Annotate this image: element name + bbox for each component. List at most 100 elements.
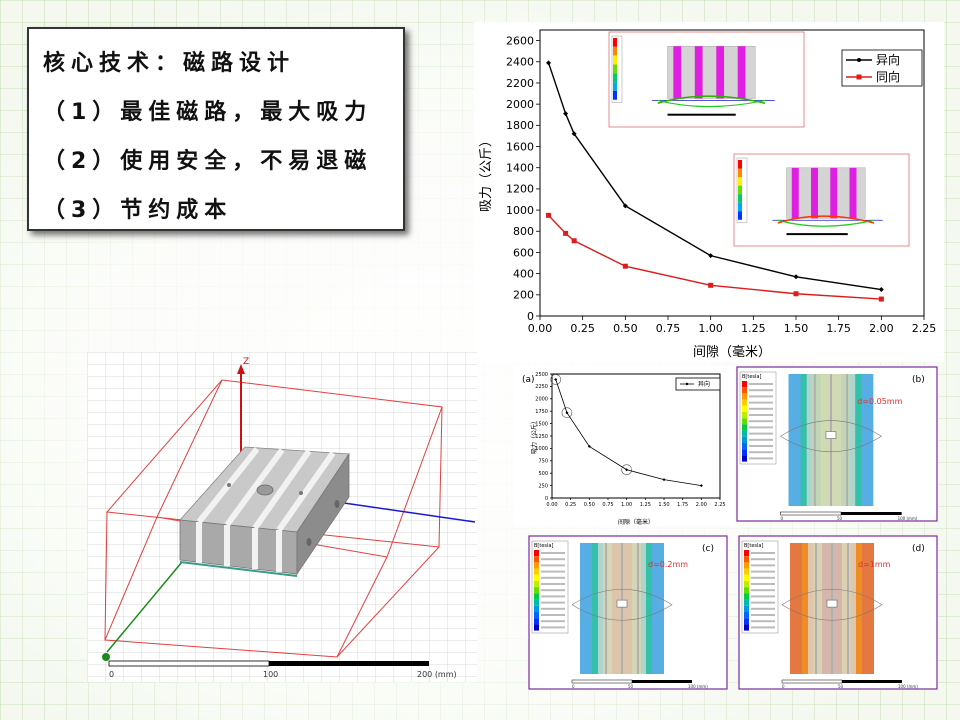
field-legend-value bbox=[751, 595, 775, 598]
inset-pole bbox=[673, 46, 682, 99]
field-legend-value bbox=[749, 401, 773, 404]
model-scale-0: 0 bbox=[109, 670, 114, 679]
field-legend-swatch bbox=[744, 562, 749, 569]
data-point bbox=[662, 478, 666, 482]
y-tick-label: 0 bbox=[545, 496, 548, 502]
inset-legend-swatch bbox=[738, 194, 742, 203]
main-chart-panel: 0.00 0.25 0.50 0.75 1.00 1.25 1.50 1.75 2.00 2.25… bbox=[474, 22, 944, 362]
field-panel-b: B[tesla] (b) d=0.05mm 0 50 100 (mm) bbox=[736, 366, 938, 522]
data-point bbox=[622, 203, 628, 209]
field-legend-value bbox=[751, 626, 775, 629]
data-point bbox=[793, 291, 799, 297]
z-axis-label: Z bbox=[243, 357, 249, 367]
data-point bbox=[546, 212, 552, 218]
data-point bbox=[793, 274, 799, 280]
y-tick-label: 0 bbox=[527, 310, 534, 323]
legend-box bbox=[675, 377, 721, 391]
region-box bbox=[104, 379, 443, 658]
x-axis-line bbox=[106, 561, 183, 653]
data-point bbox=[708, 253, 714, 259]
field-legend-value bbox=[751, 552, 775, 554]
inset-legend-swatch bbox=[738, 202, 742, 212]
data-point bbox=[565, 411, 569, 415]
field-legend-value bbox=[541, 570, 565, 573]
inset-scale-bar bbox=[667, 113, 736, 116]
field-legend-value bbox=[541, 564, 565, 567]
y-tick-label: 1500 bbox=[535, 421, 548, 427]
field-legend-value bbox=[541, 620, 565, 623]
y-tick-label: 1200 bbox=[506, 183, 534, 196]
field-legend-value bbox=[749, 389, 773, 392]
field-legend-value bbox=[749, 438, 773, 441]
field-legend-swatch bbox=[744, 587, 749, 594]
inset-pole bbox=[849, 167, 857, 219]
textbox-title: 核心技术：磁路设计 bbox=[43, 51, 296, 76]
field-legend-value bbox=[749, 420, 773, 423]
field-center-marker bbox=[826, 599, 838, 608]
highlight-circle bbox=[621, 464, 632, 476]
data-point bbox=[554, 377, 558, 381]
field-legend-swatch bbox=[744, 568, 749, 575]
field-contour bbox=[780, 420, 883, 452]
field-gap-note: d=0.05mm bbox=[857, 397, 902, 406]
field-legend-value bbox=[749, 395, 773, 398]
plot-frame bbox=[551, 373, 721, 499]
x-axis-label: 间隙（毫米） bbox=[693, 344, 771, 360]
textbox-point-2: （2）使用安全，不易退磁 bbox=[43, 149, 373, 174]
y-tick-label: 800 bbox=[513, 225, 534, 238]
model-view-panel: Z bbox=[87, 352, 477, 682]
field-legend-swatch bbox=[742, 449, 747, 456]
field-scale-0: 0 bbox=[572, 684, 575, 689]
data-point bbox=[708, 282, 714, 288]
field-legend-value bbox=[751, 558, 775, 561]
field-legend-value bbox=[541, 601, 565, 604]
field-legend-value bbox=[751, 601, 775, 604]
inset-legend-swatch bbox=[613, 82, 617, 91]
field-legend-value bbox=[749, 451, 773, 454]
field-legend-swatch bbox=[534, 550, 539, 557]
x-tick-label: 1.25 bbox=[741, 322, 766, 335]
field-legend-swatch bbox=[534, 599, 539, 606]
field-legend-value bbox=[751, 589, 775, 592]
inset-scale-bar bbox=[786, 233, 848, 236]
field-legend-swatch bbox=[744, 593, 749, 600]
data-point bbox=[699, 484, 703, 488]
field-legend-swatch bbox=[742, 443, 747, 450]
field-scale-white bbox=[571, 679, 633, 684]
x-tick-label: 2.00 bbox=[696, 502, 707, 508]
y-tick-label: 1000 bbox=[506, 204, 534, 217]
field-center-marker bbox=[616, 599, 628, 608]
field-plot-c: B[tesla] (c) d=0.2mm 0 50 100 (mm) bbox=[528, 535, 728, 690]
field-legend-swatch bbox=[744, 556, 749, 563]
field-scale-0: 0 bbox=[782, 684, 785, 689]
inset-field-lines-2 bbox=[657, 99, 766, 108]
legend-label-0: 异向 bbox=[698, 380, 710, 388]
field-legend-swatch bbox=[534, 612, 539, 619]
inset-legend-swatch bbox=[613, 90, 617, 100]
field-legend-value bbox=[541, 614, 565, 616]
field-panel-label: (b) bbox=[912, 375, 925, 385]
x-tick-label: 0.50 bbox=[613, 322, 638, 335]
field-scale-100: 100 (mm) bbox=[898, 516, 918, 521]
x-tick-label: 1.50 bbox=[658, 502, 669, 508]
y-axis-label: 吸力（公斤） bbox=[530, 418, 538, 454]
inset-legend-swatch bbox=[738, 185, 742, 195]
x-tick-label: 1.50 bbox=[784, 322, 809, 335]
y-tick-label: 2400 bbox=[506, 56, 534, 69]
y-tick-label: 2500 bbox=[535, 372, 548, 378]
model-view: Z bbox=[87, 352, 477, 682]
x-axis-label: 间隙（毫米） bbox=[618, 518, 654, 526]
inset-legend-swatch bbox=[613, 64, 617, 74]
field-legend-swatch bbox=[534, 581, 539, 588]
x-tick-label: 0.00 bbox=[546, 502, 557, 508]
inset-field-lines bbox=[657, 95, 766, 104]
inset-legend-swatch bbox=[613, 38, 617, 47]
field-legend-value bbox=[749, 383, 773, 385]
field-panel-label: (c) bbox=[702, 544, 714, 554]
field-panel-d: B[tesla] (d) d=1mm 0 50 100 (mm) bbox=[738, 535, 938, 690]
field-legend-swatch bbox=[534, 574, 539, 581]
model-scale-200: 200 (mm) bbox=[417, 670, 457, 679]
main-chart: 0.00 0.25 0.50 0.75 1.00 1.25 1.50 1.75 2.00 2.25… bbox=[479, 29, 936, 360]
highlight-circle bbox=[550, 374, 562, 385]
x-tick-label: 0.50 bbox=[584, 502, 595, 508]
